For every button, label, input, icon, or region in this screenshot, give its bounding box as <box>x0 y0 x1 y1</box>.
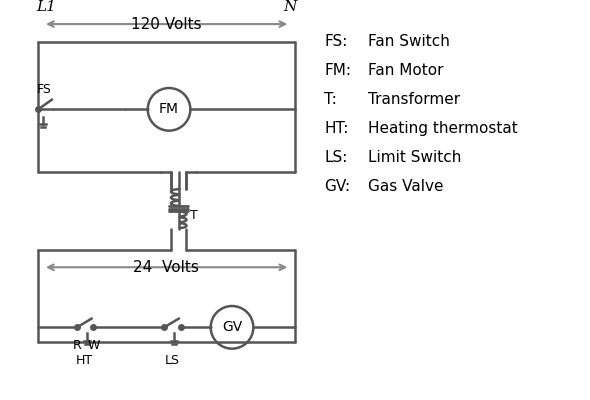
Text: R: R <box>73 339 81 352</box>
Text: HT: HT <box>76 354 93 368</box>
Text: N: N <box>284 0 297 14</box>
Text: GV: GV <box>222 320 242 334</box>
Text: T: T <box>191 210 198 222</box>
Text: Gas Valve: Gas Valve <box>368 179 443 194</box>
Text: Heating thermostat: Heating thermostat <box>368 121 517 136</box>
Text: FS:: FS: <box>324 34 348 49</box>
Text: LS: LS <box>165 354 179 368</box>
Text: T:: T: <box>324 92 337 107</box>
Text: 24  Volts: 24 Volts <box>133 260 199 275</box>
Text: Limit Switch: Limit Switch <box>368 150 461 165</box>
Text: GV:: GV: <box>324 179 350 194</box>
Text: W: W <box>87 339 100 352</box>
Text: 120 Volts: 120 Volts <box>131 16 201 32</box>
Text: FS: FS <box>37 83 51 96</box>
Text: L1: L1 <box>37 0 56 14</box>
Text: FM: FM <box>159 102 179 116</box>
Text: FM:: FM: <box>324 63 351 78</box>
Text: LS:: LS: <box>324 150 348 165</box>
Text: Fan Switch: Fan Switch <box>368 34 450 49</box>
Text: Fan Motor: Fan Motor <box>368 63 443 78</box>
Text: HT:: HT: <box>324 121 349 136</box>
Text: Transformer: Transformer <box>368 92 460 107</box>
